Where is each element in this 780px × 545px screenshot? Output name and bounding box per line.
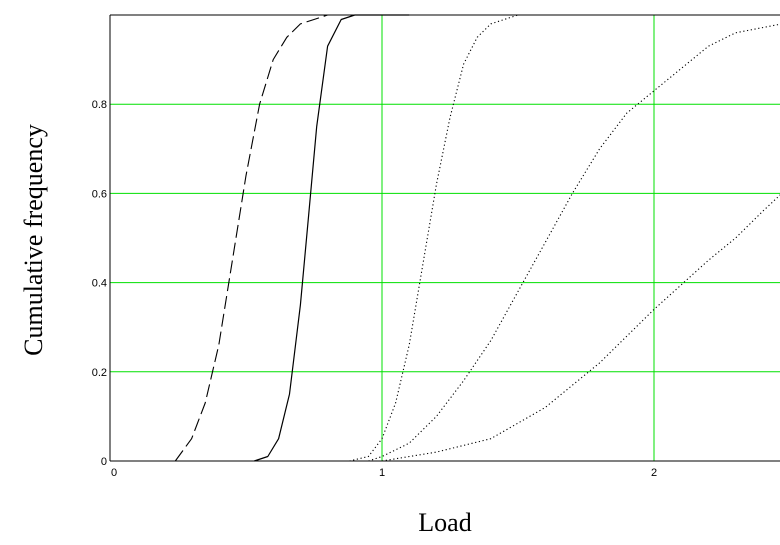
x-tick-label: 1	[379, 467, 385, 479]
series-line-4	[368, 23, 780, 462]
grid-lines	[110, 15, 780, 461]
tick-labels: 0 1 2 0 0.2 0.4 0.6 0.8	[92, 99, 657, 479]
plot-frame	[109, 14, 780, 462]
series-lines	[174, 14, 780, 462]
series-line-3	[349, 14, 546, 462]
y-tick-label: 0.6	[92, 188, 107, 200]
series-line-5	[381, 194, 780, 462]
x-tick-label: 0	[111, 467, 117, 479]
y-tick-label: 0.4	[92, 278, 107, 290]
y-tick-label: 0.2	[92, 367, 107, 379]
x-axis-title: Load	[418, 508, 471, 537]
x-tick-label: 2	[651, 467, 657, 479]
series-line-2	[254, 14, 410, 462]
y-axis-title: Cumulative frequency	[19, 124, 48, 356]
series-line-1	[174, 14, 410, 462]
y-tick-label: 0	[101, 456, 107, 468]
y-tick-label: 0.8	[92, 99, 107, 111]
